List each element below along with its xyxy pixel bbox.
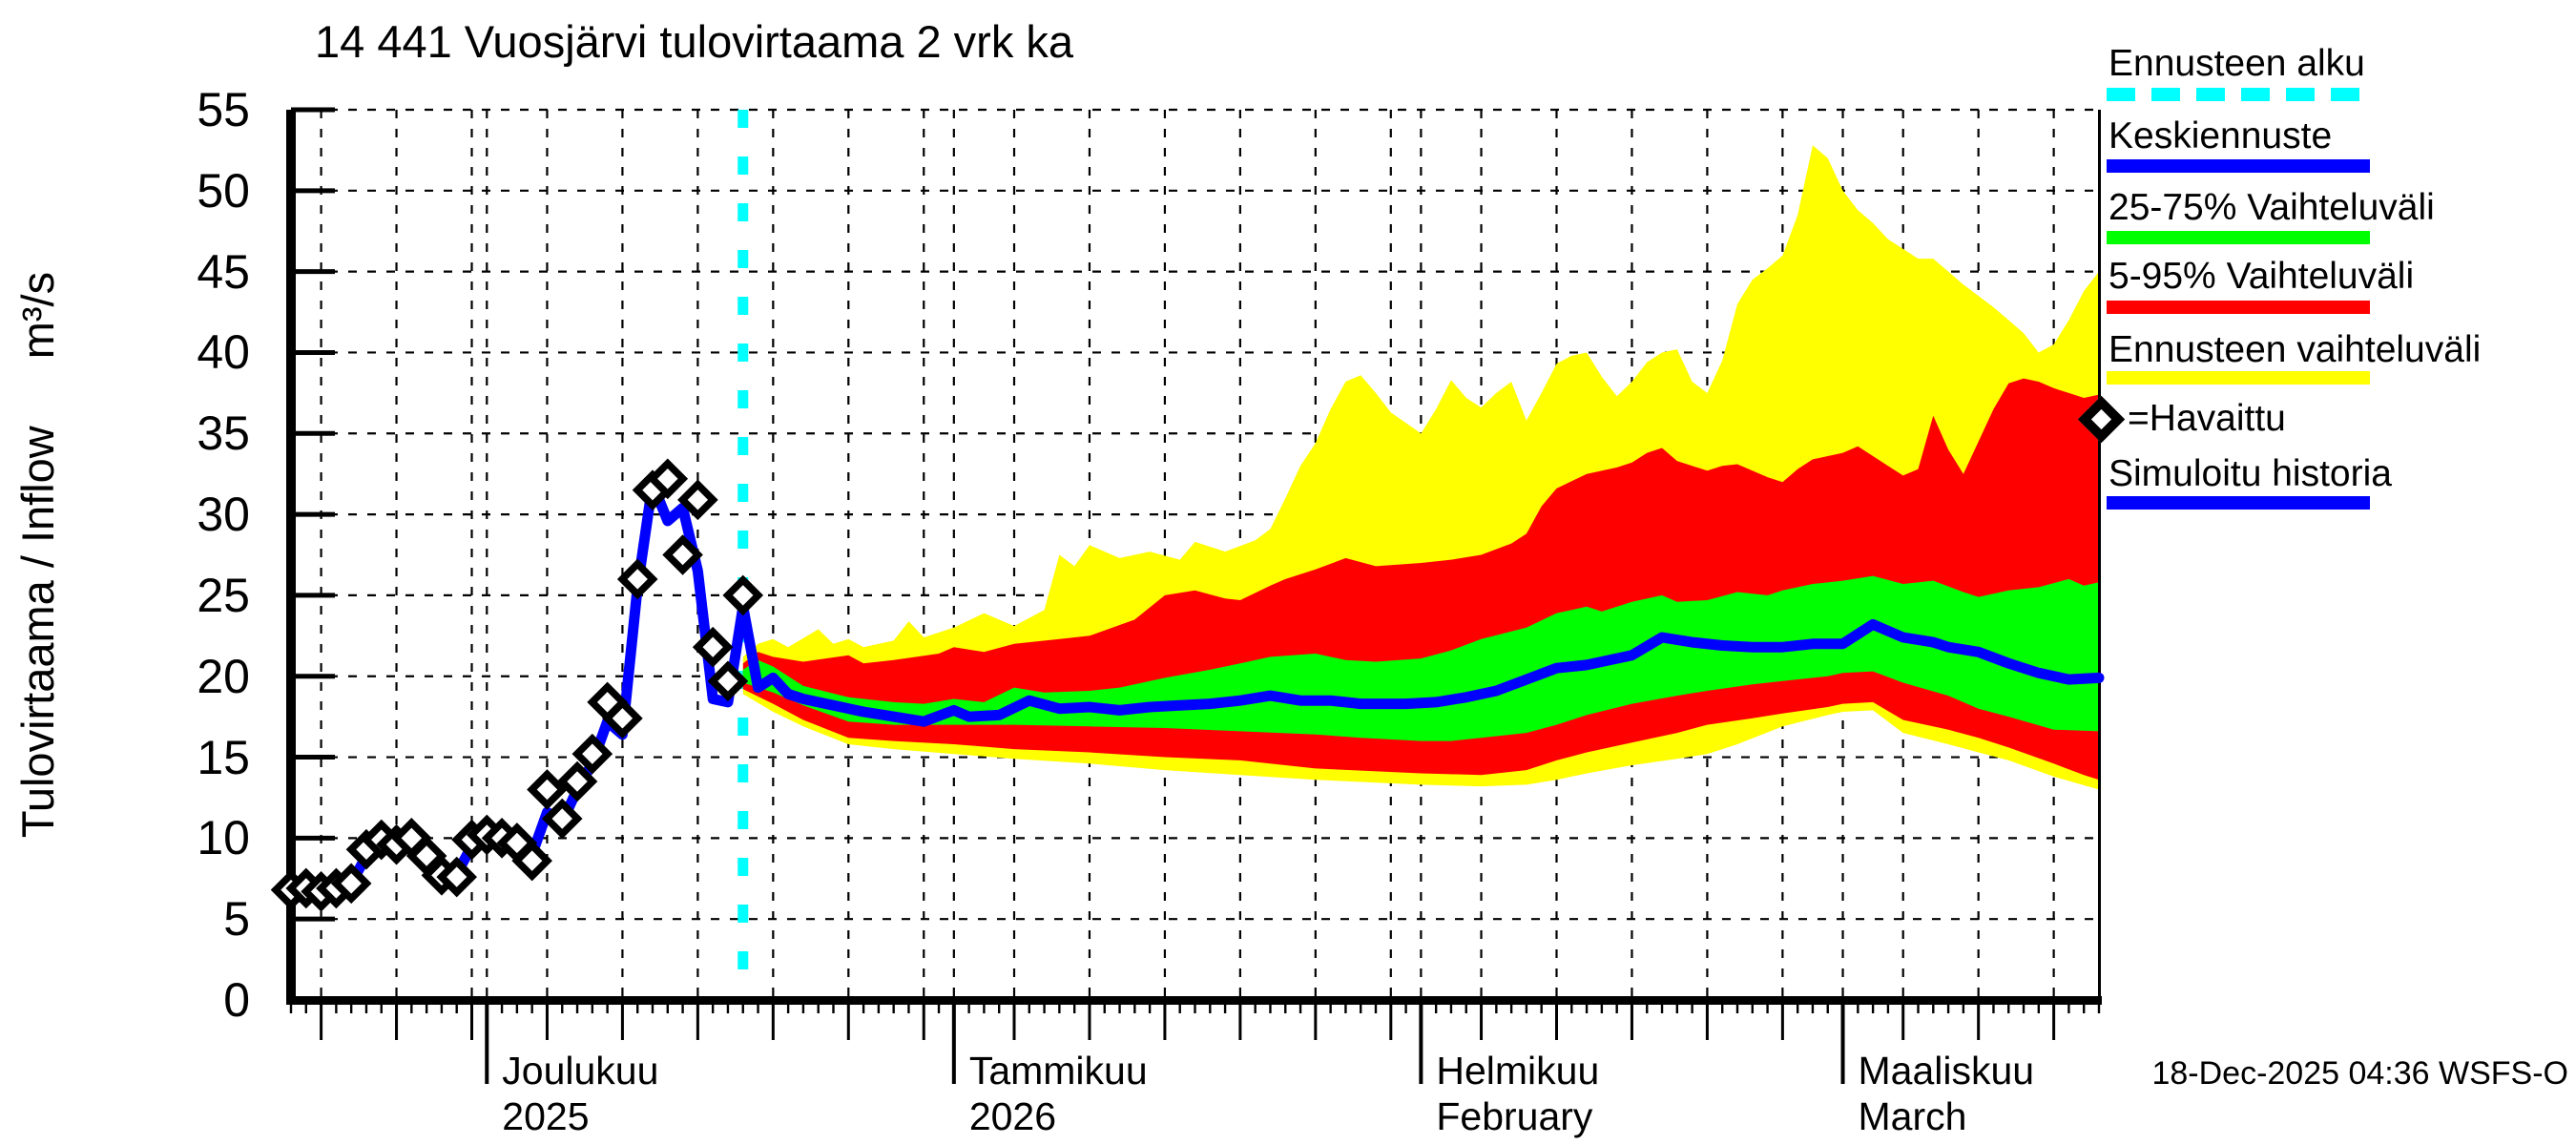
legend-label: =Havaittu [2128,398,2286,439]
legend-swatch-line [2107,88,2370,101]
timestamp: 18-Dec-2025 04:36 WSFS-O [2151,1055,2568,1092]
observed-diamond-marker [616,558,658,600]
month-label-fi: Helmikuu [1436,1049,1600,1093]
y-tick-label: 40 [197,325,250,380]
observed-diamond-marker [692,626,734,668]
observed-diamond-marker [541,798,583,840]
legend-swatch-line [2107,371,2370,385]
observed-diamond-marker [527,769,568,810]
legend-swatch-line [2107,159,2370,173]
legend-swatch-line [2107,496,2370,510]
observed-diamond-marker [571,733,613,775]
legend-label: 25-75% Vaihteluväli [2109,187,2435,228]
y-tick-label: 25 [197,568,250,622]
y-tick-label: 20 [197,649,250,703]
observed-diamond-marker [436,856,478,898]
legend-item-havaittu: =Havaittu [2077,395,2286,443]
observed-diamond-marker [677,479,718,521]
month-label-fi: Tammikuu [968,1049,1148,1093]
y-axis-unit: m³/s [12,271,64,360]
legend-swatch-line [2107,301,2370,314]
diamond-icon [2077,395,2126,443]
observed-diamond-marker [647,458,689,500]
observed-diamond-marker [707,660,749,702]
legend-label: Simuloitu historia [2109,453,2392,494]
legend-label: Ennusteen vaihteluväli [2109,329,2482,370]
y-tick-label: 35 [197,406,250,461]
legend-label: Keskiennuste [2109,115,2333,156]
y-tick-label: 45 [197,244,250,299]
observed-diamond-marker [556,760,598,802]
observed-diamond-marker [602,697,643,739]
x-axis-line [286,996,2102,1005]
month-label-sub: 2026 [968,1094,1057,1138]
observed-diamond-marker [722,574,764,616]
y-axis-label: Tulovirtaama / Inflow m³/s [11,110,65,1000]
legend-label: 5-95% Vaihteluväli [2109,256,2415,297]
month-label-fi: Maaliskuu [1858,1049,2035,1093]
y-tick-label: 15 [197,730,250,784]
legend-swatch-line [2107,231,2370,244]
y-tick-label: 30 [197,488,250,542]
legend-label: Ennusteen alku [2109,43,2365,84]
month-label-fi: Joulukuu [502,1049,659,1093]
plot-right-border [2098,110,2101,1000]
observed-diamond-marker [330,863,372,905]
month-label-sub: February [1436,1094,1593,1138]
page-title: 14 441 Vuosjärvi tulovirtaama 2 vrk ka [315,16,1074,67]
band-25-75 [742,575,2099,741]
observed-diamond-marker [511,840,552,882]
y-tick-label: 10 [197,811,250,865]
y-tick-label: 0 [223,973,250,1027]
y-tick-label: 50 [197,163,250,218]
y-tick-label: 55 [197,83,250,136]
y-axis-line [286,110,296,1005]
y-tick-label: 5 [223,892,250,947]
observed-diamond-marker [662,534,703,575]
month-label-sub: March [1858,1094,1967,1138]
y-axis-label-text: Tulovirtaama / Inflow [12,426,64,839]
month-label-sub: 2025 [502,1094,590,1138]
